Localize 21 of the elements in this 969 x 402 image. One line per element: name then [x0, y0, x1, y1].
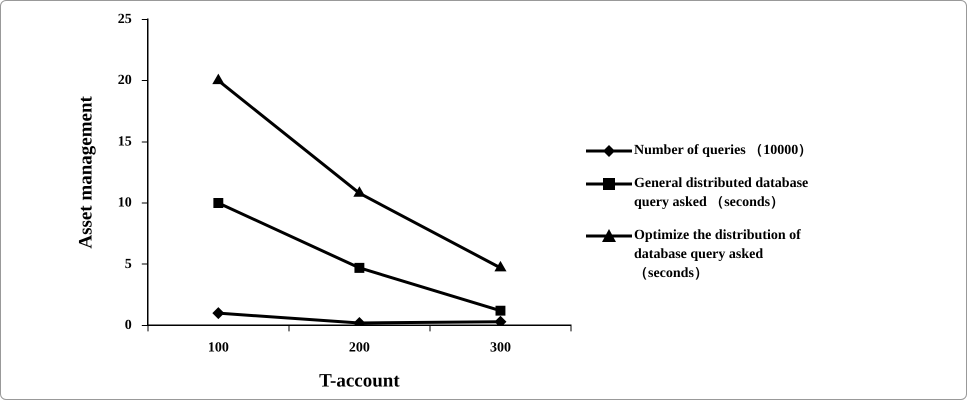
legend-label: General distributed database query asked （seconds） [634, 175, 810, 212]
x-tick-label: 300 [490, 340, 511, 356]
x-tick-label: 100 [208, 340, 229, 356]
legend-label: Number of queries （10000） [634, 142, 812, 160]
point [213, 198, 224, 208]
legend-label: Optimize the distribution of database query asked （seconds） [634, 227, 802, 283]
x-axis-title: T-account [319, 370, 400, 392]
y-tick-label: 0 [124, 318, 132, 334]
y-tick-label: 10 [118, 196, 132, 211]
y-tick-label: 5 [124, 256, 132, 272]
x-tick-label: 200 [348, 340, 370, 356]
point [353, 186, 366, 197]
point [212, 307, 224, 320]
point [496, 306, 506, 316]
y-axis-title: Asset management [75, 95, 96, 249]
y-tick-label: 15 [118, 134, 132, 150]
y-tick-label: 20 [118, 73, 132, 88]
point [354, 262, 364, 273]
point [494, 260, 507, 272]
point [212, 74, 224, 84]
y-tick-label: 25 [118, 12, 132, 28]
